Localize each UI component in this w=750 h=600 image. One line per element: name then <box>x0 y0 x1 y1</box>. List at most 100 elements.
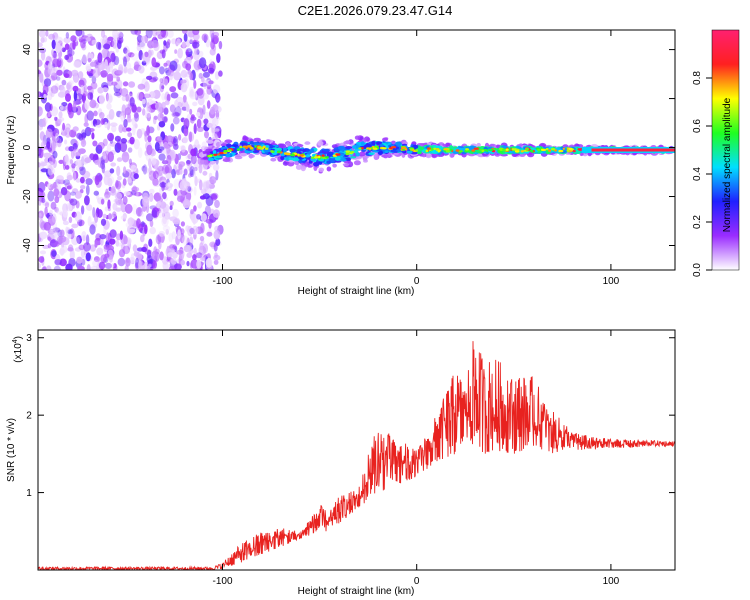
noise-speckle <box>59 258 67 267</box>
noise-speckle <box>39 72 44 83</box>
noise-speckle <box>162 192 167 200</box>
noise-speckle <box>88 128 95 132</box>
noise-speckle <box>83 122 89 127</box>
noise-speckle <box>44 206 48 217</box>
noise-speckle <box>132 244 138 253</box>
noise-speckle <box>167 39 171 45</box>
noise-speckle <box>199 195 206 200</box>
snr-x-ticks: -100 0 100 <box>212 330 620 587</box>
noise-speckle <box>74 211 82 223</box>
noise-speckle <box>62 122 66 131</box>
band-hotspot <box>505 148 509 151</box>
noise-speckle <box>197 87 205 99</box>
y-tick-label: 2 <box>26 411 32 422</box>
noise-speckle <box>56 210 63 215</box>
noise-speckle <box>68 47 73 58</box>
noise-speckle <box>131 104 138 113</box>
x-tick-label: 100 <box>603 576 620 587</box>
noise-speckle <box>171 168 176 179</box>
noise-speckle <box>114 79 123 89</box>
noise-speckle <box>41 266 47 270</box>
noise-speckle <box>94 241 98 248</box>
noise-speckle <box>149 91 156 99</box>
noise-speckle <box>80 249 86 259</box>
noise-speckle <box>44 157 50 163</box>
noise-speckle <box>125 222 130 228</box>
noise-speckle <box>76 132 83 139</box>
noise-speckle <box>140 211 144 218</box>
noise-speckle <box>45 265 52 270</box>
noise-speckle <box>54 116 58 121</box>
noise-speckle <box>185 63 192 71</box>
noise-speckle <box>169 72 174 81</box>
band-halo-cell <box>248 154 255 159</box>
noise-speckle <box>70 191 76 196</box>
noise-speckle <box>198 72 203 79</box>
band-hotspot <box>540 148 547 152</box>
noise-speckle <box>120 110 125 116</box>
noise-speckle <box>127 228 136 233</box>
band-core-cell <box>207 157 214 162</box>
noise-speckle <box>96 41 101 50</box>
noise-speckle <box>158 153 166 161</box>
band-core-cell <box>231 144 238 147</box>
band-core-cell <box>239 142 247 146</box>
noise-speckle <box>115 180 122 190</box>
noise-speckle <box>42 265 47 270</box>
noise-speckle <box>157 136 163 142</box>
noise-speckle <box>208 172 213 180</box>
band-hotspot <box>262 145 266 148</box>
noise-speckle <box>104 262 113 269</box>
band-hotspot <box>401 146 407 149</box>
noise-speckle <box>214 225 220 232</box>
noise-speckle <box>213 230 221 240</box>
noise-speckle <box>151 39 159 49</box>
band-halo-cell <box>205 148 213 153</box>
band-hotspot <box>402 148 406 151</box>
noise-speckle <box>186 260 190 267</box>
noise-speckle <box>50 90 55 98</box>
noise-speckle <box>69 198 78 206</box>
noise-speckle <box>176 38 181 45</box>
noise-speckle <box>136 34 143 43</box>
band-hotspot <box>548 149 552 152</box>
svg-text:(x104): (x104) <box>12 336 24 363</box>
noise-speckle <box>87 57 92 63</box>
noise-speckle <box>103 43 111 50</box>
noise-speckle <box>71 211 77 218</box>
noise-speckle <box>197 144 201 149</box>
band-halo-cell <box>270 157 277 162</box>
noise-speckle <box>197 201 203 209</box>
noise-speckle <box>131 186 140 192</box>
noise-speckle <box>92 140 98 147</box>
y-tick-label: -40 <box>22 238 33 253</box>
noise-speckle <box>213 259 219 265</box>
noise-speckle <box>95 144 103 154</box>
noise-speckle <box>211 123 216 128</box>
noise-speckle <box>149 188 155 194</box>
band-halo-cell <box>318 167 325 173</box>
y-tick-label: -20 <box>22 189 33 204</box>
noise-speckle <box>90 265 99 270</box>
band-hotspot <box>411 149 415 152</box>
noise-speckle <box>38 199 42 206</box>
noise-speckle <box>78 244 85 251</box>
noise-speckle <box>49 209 53 216</box>
band-hotspot <box>345 152 350 156</box>
snr-x-label: Height of straight line (km) <box>298 586 415 597</box>
noise-speckle <box>39 219 45 229</box>
noise-speckle <box>122 196 128 205</box>
noise-speckle <box>119 112 126 120</box>
noise-speckle <box>98 94 105 105</box>
noise-speckle <box>70 148 75 159</box>
noise-speckle <box>119 141 128 153</box>
noise-speckle <box>146 125 151 136</box>
band-core-cell <box>353 149 359 154</box>
noise-speckle <box>162 206 168 214</box>
noise-speckle <box>161 93 166 101</box>
noise-speckle <box>86 110 94 121</box>
noise-speckle <box>213 128 220 133</box>
noise-speckle <box>173 188 178 196</box>
noise-speckle <box>85 37 91 42</box>
noise-speckle <box>64 139 68 145</box>
